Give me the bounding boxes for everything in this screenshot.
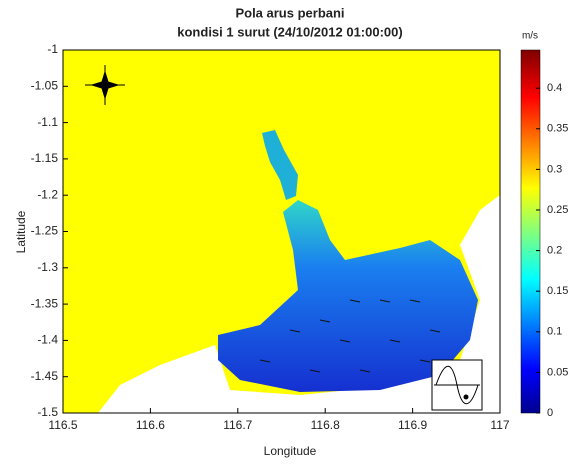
y-tick-label: -1.1 — [37, 115, 58, 129]
y-axis-label: Latitude — [14, 210, 28, 253]
tide-inset — [432, 360, 482, 410]
x-tick-label: 116.6 — [136, 418, 165, 432]
colorbar-tick-label: 0.05 — [547, 366, 568, 378]
map-area — [63, 50, 500, 413]
y-tick-label: -1.15 — [31, 151, 59, 165]
y-tick-label: -1.05 — [31, 78, 59, 92]
x-tick-label: 116.7 — [223, 418, 252, 432]
colorbar-tick-label: 0.3 — [547, 163, 562, 175]
x-tick-label: 116.8 — [311, 418, 340, 432]
y-tick-label: -1.4 — [37, 333, 58, 347]
x-tick-label: 116.9 — [398, 418, 427, 432]
y-tick-label: -1.35 — [31, 296, 59, 310]
y-tick-label: -1.3 — [37, 260, 58, 274]
y-tick-label: -1.45 — [31, 369, 59, 383]
colorbar-tick-label: 0.2 — [547, 244, 562, 256]
y-tick-label: -1.2 — [37, 187, 58, 201]
y-tick-label: -1 — [47, 42, 58, 56]
title: Pola arus perbani — [235, 5, 344, 20]
colorbar-label: m/s — [522, 31, 538, 42]
map-figure: Pola arus perbani kondisi 1 surut (24/10… — [0, 0, 582, 461]
x-axis-label: Longitude — [264, 444, 317, 458]
colorbar-tick-label: 0.4 — [547, 82, 562, 94]
colorbar-tick-label: 0.1 — [547, 326, 562, 338]
x-tick-label: 116.5 — [48, 418, 77, 432]
subtitle: kondisi 1 surut (24/10/2012 01:00:00) — [177, 24, 402, 39]
y-tick-label: -1.5 — [37, 405, 58, 419]
colorbar-tick-label: 0.35 — [547, 123, 568, 135]
x-tick-label: 117 — [490, 418, 509, 432]
colorbar-tick-label: 0.25 — [547, 204, 568, 216]
colorbar — [521, 50, 540, 413]
colorbar-tick-label: 0.15 — [547, 285, 568, 297]
colorbar-tick-label: 0 — [547, 407, 553, 419]
y-tick-label: -1.25 — [31, 224, 59, 238]
